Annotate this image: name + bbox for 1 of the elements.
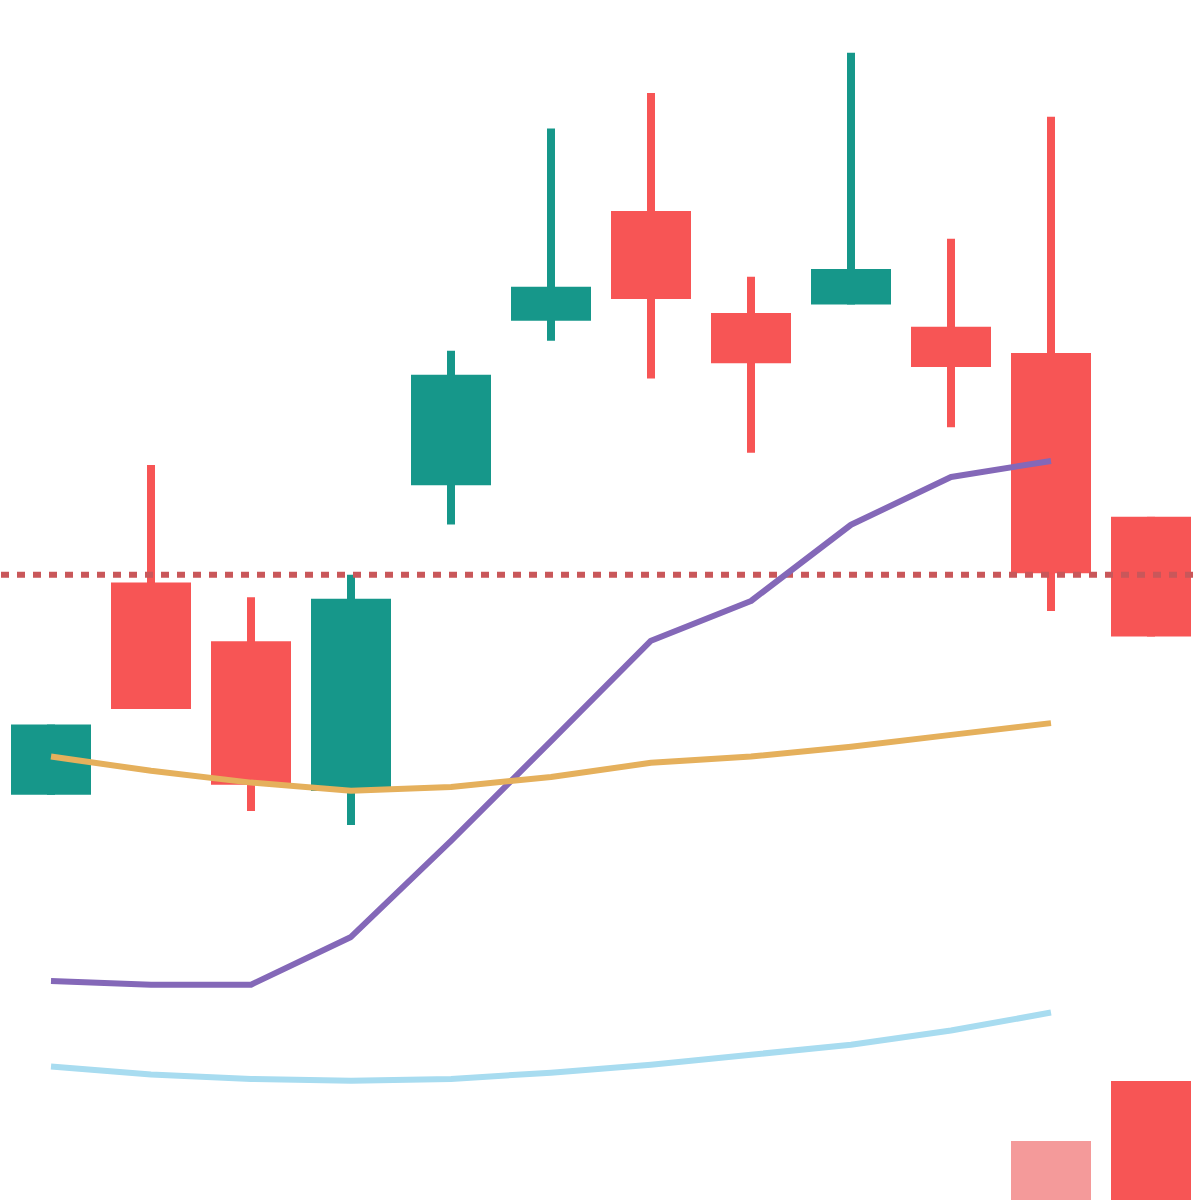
candlestick: [511, 128, 591, 341]
